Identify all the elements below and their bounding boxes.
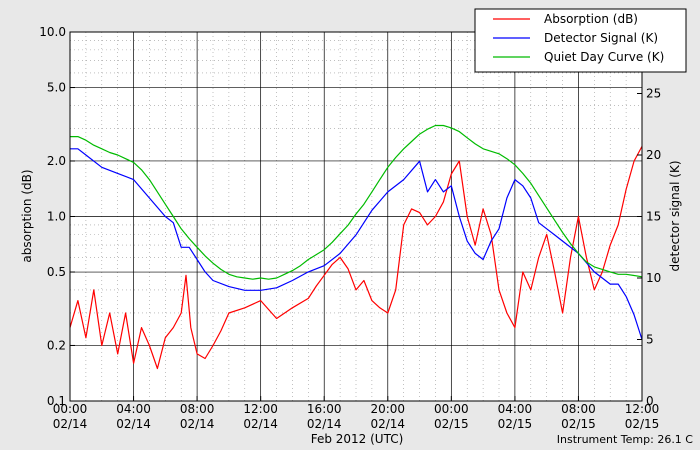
left-tick-label: 1.0 <box>47 210 66 224</box>
x-tick-time: 04:00 <box>116 402 151 416</box>
left-tick-label: 5.0 <box>47 81 66 95</box>
x-tick-date: 02/15 <box>561 417 596 431</box>
grid <box>69 31 643 402</box>
x-tick-time: 08:00 <box>561 402 596 416</box>
instrument-temp-annotation: Instrument Temp: 26.1 C <box>557 433 694 446</box>
right-tick-label: 20 <box>646 148 661 162</box>
x-tick-time: 16:00 <box>307 402 342 416</box>
x-tick-date: 02/14 <box>307 417 342 431</box>
right-tick-label: 5 <box>646 333 654 347</box>
x-tick-date: 02/14 <box>180 417 215 431</box>
left-tick-label: 0.5 <box>47 265 66 279</box>
x-tick-time: 20:00 <box>370 402 405 416</box>
left-axis-label: absorption (dB) <box>20 169 34 262</box>
x-tick-time: 12:00 <box>243 402 278 416</box>
right-tick-label: 10 <box>646 271 661 285</box>
x-tick-time: 00:00 <box>53 402 88 416</box>
x-tick-date: 02/14 <box>370 417 405 431</box>
left-tick-label: 2.0 <box>47 154 66 168</box>
series-layer <box>69 124 643 370</box>
x-tick-time: 12:00 <box>625 402 660 416</box>
right-tick-label: 0 <box>646 394 654 408</box>
series-line-1 <box>70 148 643 340</box>
right-axis: 0 5 10 15 20 25 <box>637 87 661 408</box>
legend-label-2: Quiet Day Curve (K) <box>544 50 664 64</box>
left-tick-label: 0.1 <box>47 394 66 408</box>
x-tick-time: 04:00 <box>498 402 533 416</box>
right-tick-label: 25 <box>646 87 661 101</box>
right-axis-label: detector signal (K) <box>668 160 682 271</box>
legend-label-1: Detector Signal (K) <box>544 31 658 45</box>
x-tick-date: 02/15 <box>498 417 533 431</box>
series-line-2 <box>70 124 643 280</box>
x-axis-label: Feb 2012 (UTC) <box>311 432 404 446</box>
right-tick-label: 15 <box>646 210 661 224</box>
legend: Absorption (dB) Detector Signal (K) Quiet … <box>474 8 687 73</box>
x-axis: 00:0002/1404:0002/1408:0002/1412:0002/14… <box>53 396 660 431</box>
left-axis: 0.1 0.2 0.5 1.0 2.0 5.0 10.0 <box>39 25 75 408</box>
series-line-0 <box>69 146 643 370</box>
x-tick-time: 08:00 <box>180 402 215 416</box>
legend-label-0: Absorption (dB) <box>544 12 638 26</box>
left-tick-label: 10.0 <box>39 25 66 39</box>
left-tick-label: 0.2 <box>47 338 66 352</box>
x-tick-date: 02/15 <box>434 417 469 431</box>
x-tick-date: 02/15 <box>625 417 660 431</box>
x-tick-date: 02/14 <box>53 417 88 431</box>
x-tick-date: 02/14 <box>116 417 151 431</box>
x-tick-date: 02/14 <box>243 417 278 431</box>
x-tick-time: 00:00 <box>434 402 469 416</box>
